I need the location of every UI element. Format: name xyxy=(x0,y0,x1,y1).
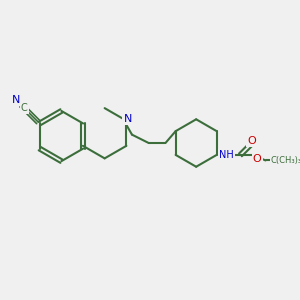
Text: NH: NH xyxy=(219,150,234,160)
Text: C(CH₃)₃: C(CH₃)₃ xyxy=(271,156,300,165)
Text: O: O xyxy=(247,136,256,146)
Text: N: N xyxy=(124,114,132,124)
Text: C: C xyxy=(21,103,28,113)
Text: N: N xyxy=(12,95,20,105)
Text: O: O xyxy=(253,154,262,164)
